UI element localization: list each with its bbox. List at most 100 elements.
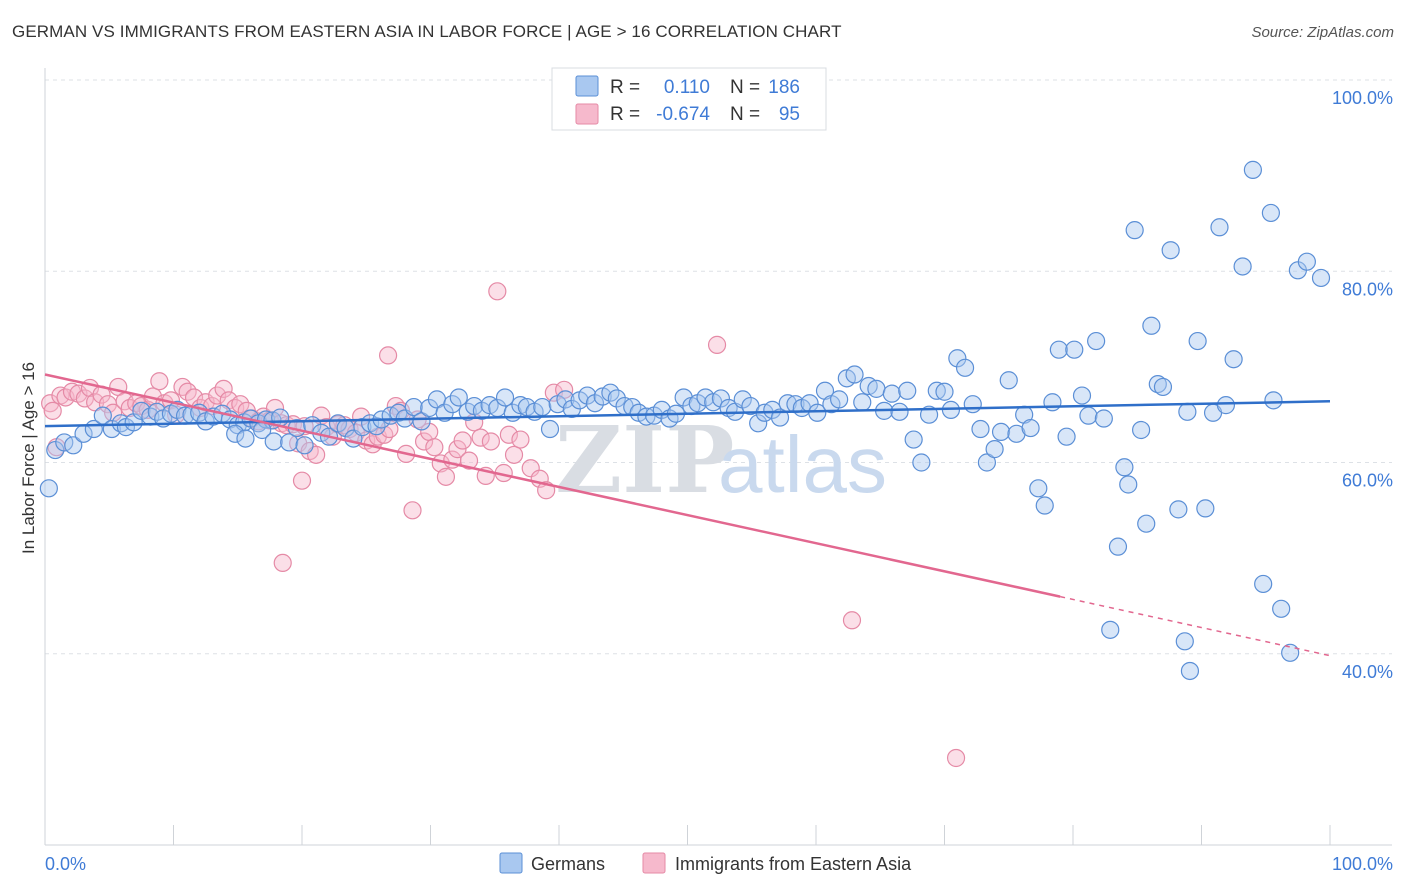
germans-point [1233,257,1252,276]
y-tick-label: 60.0% [1342,471,1393,491]
immigrants-point [471,428,490,447]
legend-r-label-immigrants: R = [610,104,640,125]
legend-swatch-germans [575,75,599,97]
immigrants-point [511,430,530,449]
germans-point [977,453,997,472]
germans-point [1035,496,1054,515]
immigrants-point [414,432,434,451]
immigrants-point [208,386,227,405]
germans-point [1125,221,1144,240]
germans-point [1049,340,1068,359]
germans-point [1188,331,1207,351]
grid [45,79,1392,655]
immigrants-point [459,451,479,470]
germans-point [853,393,872,412]
germans-point [1148,374,1167,394]
germans-point [1178,402,1197,421]
legend-n-value-immigrants: 95 [779,104,800,125]
germans-point [971,419,990,439]
immigrants-point [842,611,862,630]
watermark-atlas: atlas [718,420,887,509]
immigrants-trend-line-dashed [1059,595,1331,657]
immigrants-point [521,459,540,478]
immigrants-point [499,425,518,444]
legend-n-value-germans: 186 [768,77,800,98]
bottom-legend: Germans Immigrants from Eastern Asia [499,852,912,874]
bottom-legend-germans: Germans [531,854,605,874]
legend-r-label-germans: R = [610,77,640,98]
germans-point [449,388,468,407]
immigrants-point [707,335,727,354]
germans-point [1115,458,1134,477]
germans-point [1216,396,1236,415]
germans-point [578,386,597,405]
immigrants-trend-line [44,373,1061,598]
germans-point [808,403,827,422]
germans-point [882,384,901,403]
germans-point [867,379,886,398]
legend: R = 0.110 N = 186 R = -0.674 N = 95 [551,67,827,131]
germans-point [927,381,946,400]
immigrants-point [488,282,507,301]
germans-point [147,402,166,421]
germans-point [236,429,255,448]
immigrants-point [214,379,233,398]
immigrants-point [481,432,500,451]
germans-point [991,422,1011,441]
legend-n-label-immigrants: N = [730,104,760,125]
germans-point [295,436,314,455]
immigrants-point [150,372,169,391]
germans-point [1161,241,1180,260]
germans-point [1142,316,1161,335]
germans-point [1087,331,1106,351]
germans-point [1065,340,1084,359]
legend-n-label-germans: N = [730,77,760,98]
immigrants-point [448,440,467,459]
germans-point [1029,479,1048,498]
germans-point [540,419,560,439]
immigrants-point [403,501,422,520]
germans-point [904,430,923,449]
germans-point [280,433,299,452]
y-axis-label: In Labor Force | Age > 16 [19,362,38,554]
germans-point [1272,599,1291,618]
immigrants-point [231,395,250,414]
germans-point [412,412,431,431]
axes [44,68,1392,846]
germans-point [963,395,982,414]
germans-point [1243,160,1263,179]
germans-point [1153,377,1173,397]
legend-r-value-immigrants: -0.674 [656,104,710,125]
germans-point [226,424,245,443]
legend-swatch-immigrants [575,103,599,125]
germans-point [1079,406,1098,425]
y-tick-label: 80.0% [1342,279,1393,299]
trend-lines [44,373,1331,657]
watermark-zip: ZIP [555,406,734,514]
bottom-legend-swatch-immigrants [642,852,666,874]
germans-point [1261,203,1280,223]
x-tick-label: 0.0% [45,854,86,874]
immigrants-point [425,438,444,457]
immigrants-point [436,467,456,486]
germans-point [637,407,656,426]
germans-point [404,397,423,417]
germans-point [495,388,515,407]
germans-point [64,436,83,455]
germans-point [1175,632,1194,651]
germans-point [948,349,967,368]
germans-point [1072,386,1092,405]
germans-point [1094,409,1113,428]
germans-point [1297,252,1316,271]
bottom-legend-swatch-germans [499,852,523,874]
germans-point [1281,643,1300,662]
tick-labels: 100.0% 80.0% 60.0% 40.0% 0.0% 100.0% [45,88,1393,874]
germans-point [770,408,790,427]
germans-point [919,405,939,424]
germans-point [999,371,1018,390]
germans-point [955,358,975,377]
x-tick-label: 100.0% [1332,854,1393,874]
germans-point [1137,514,1156,533]
germans-point [264,432,283,451]
